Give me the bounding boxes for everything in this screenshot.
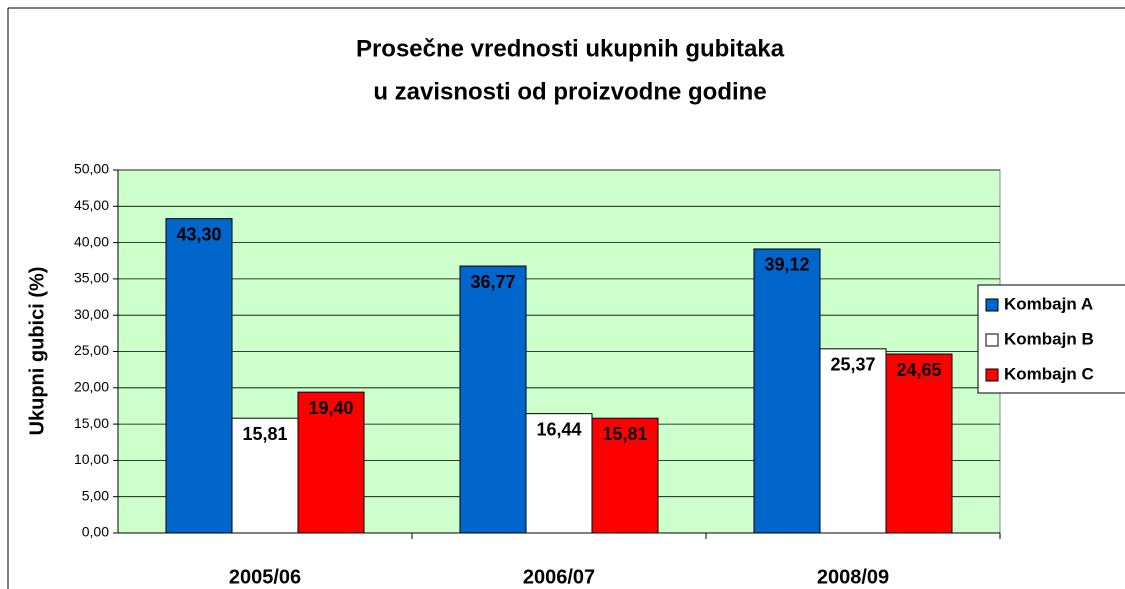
value-label: 19,40 [308,398,353,418]
x-tick-label: 2005/06 [229,566,301,588]
legend-box [977,284,1125,394]
value-label: 36,77 [470,272,515,292]
value-label: 15,81 [602,424,647,444]
value-label: 43,30 [176,224,221,244]
bar [819,348,887,534]
bar [297,391,365,534]
value-label: 16,44 [536,419,581,439]
value-label: 39,12 [764,255,809,275]
bar [165,218,233,534]
y-tick-label: 15,00 [74,415,109,431]
value-label: 15,81 [242,424,287,444]
y-tick-label: 30,00 [74,306,109,322]
value-label: 24,65 [896,360,941,380]
legend-swatch [985,333,999,347]
x-tick-label: 2008/09 [817,566,889,588]
y-tick-label: 50,00 [74,161,109,177]
bar [231,417,299,534]
y-tick-label: 25,00 [74,342,109,358]
y-tick-label: 5,00 [82,487,109,503]
chart-title: Prosečne vrednosti ukupnih gubitaka [356,35,785,62]
x-tick-label: 2006/07 [523,566,595,588]
value-label: 25,37 [830,355,875,375]
bar [459,265,527,534]
bar [885,353,953,534]
legend-label: Kombajn B [1004,329,1094,348]
bar [525,413,593,534]
bar [591,417,659,534]
chart-title: u zavisnosti od proizvodne godine [373,78,766,105]
legend-swatch [985,368,999,382]
y-tick-label: 0,00 [82,524,109,540]
y-tick-label: 40,00 [74,233,109,249]
y-tick-label: 45,00 [74,197,109,213]
y-tick-label: 10,00 [74,451,109,467]
y-tick-label: 35,00 [74,270,109,286]
legend-label: Kombajn C [1004,364,1094,383]
bar [753,248,821,534]
legend-label: Kombajn A [1004,294,1093,313]
legend-swatch [985,298,999,312]
y-axis-label: Ukupni gubici (%) [26,267,48,436]
y-tick-label: 20,00 [74,379,109,395]
